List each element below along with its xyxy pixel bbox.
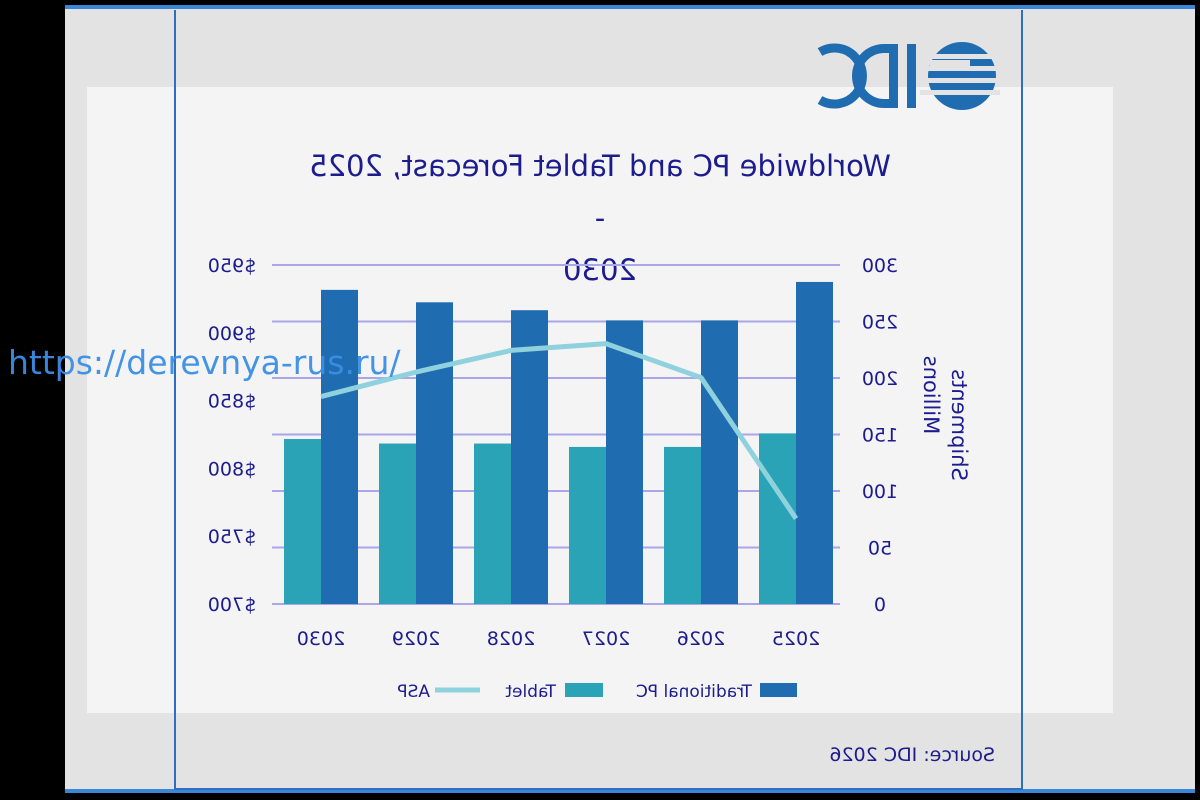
bar-traditional-pc — [701, 320, 738, 604]
y2-tick-label: $800 — [208, 458, 256, 480]
x-tick-label: 2028 — [487, 628, 535, 650]
y-tick-label: 200 — [862, 368, 898, 390]
y-tick-label: 300 — [862, 255, 898, 277]
legend-label: ASP — [397, 682, 430, 702]
bar-tablet — [379, 443, 416, 604]
x-tick-label: 2027 — [582, 628, 630, 650]
y-tick-label: 250 — [862, 312, 898, 334]
y-tick-label: 50 — [868, 538, 892, 560]
legend-label: Traditional PC — [636, 682, 753, 702]
bar-traditional-pc — [511, 310, 548, 604]
legend-label: Tablet — [505, 682, 557, 702]
y-tick-label: 100 — [862, 481, 898, 503]
bar-tablet — [474, 443, 511, 604]
y-axis-title: Shipments — [947, 369, 971, 481]
source-note: Source: IDC 2026 — [829, 744, 995, 766]
y-tick-label: 0 — [874, 594, 886, 616]
x-tick-label: 2030 — [297, 628, 345, 650]
bar-tablet — [569, 446, 606, 604]
bar-tablet — [759, 433, 796, 604]
bar-traditional-pc — [606, 320, 643, 604]
idc-logo — [817, 42, 1000, 110]
bar-tablet — [664, 446, 701, 604]
y-axis-title: Millions — [919, 356, 943, 435]
bar-traditional-pc — [416, 302, 453, 604]
bar-traditional-pc — [321, 289, 358, 604]
line-asp — [320, 341, 799, 520]
y2-tick-label: $850 — [208, 391, 256, 413]
watermark-url: https://derevnya-rus.ru/ — [8, 343, 401, 382]
x-tick-label: 2026 — [677, 628, 725, 650]
x-tick-label: 2025 — [772, 628, 820, 650]
legend-swatch-tablet — [565, 683, 603, 697]
y2-tick-label: $750 — [208, 526, 256, 548]
y2-tick-label: $700 — [208, 594, 256, 616]
legend-swatch-traditional-pc — [760, 683, 797, 697]
y-tick-label: 150 — [862, 425, 898, 447]
bar-traditional-pc — [796, 281, 833, 604]
x-tick-label: 2029 — [392, 628, 440, 650]
bar-tablet — [284, 439, 321, 604]
y2-tick-label: $900 — [208, 323, 256, 345]
y2-tick-label: $950 — [208, 255, 256, 277]
